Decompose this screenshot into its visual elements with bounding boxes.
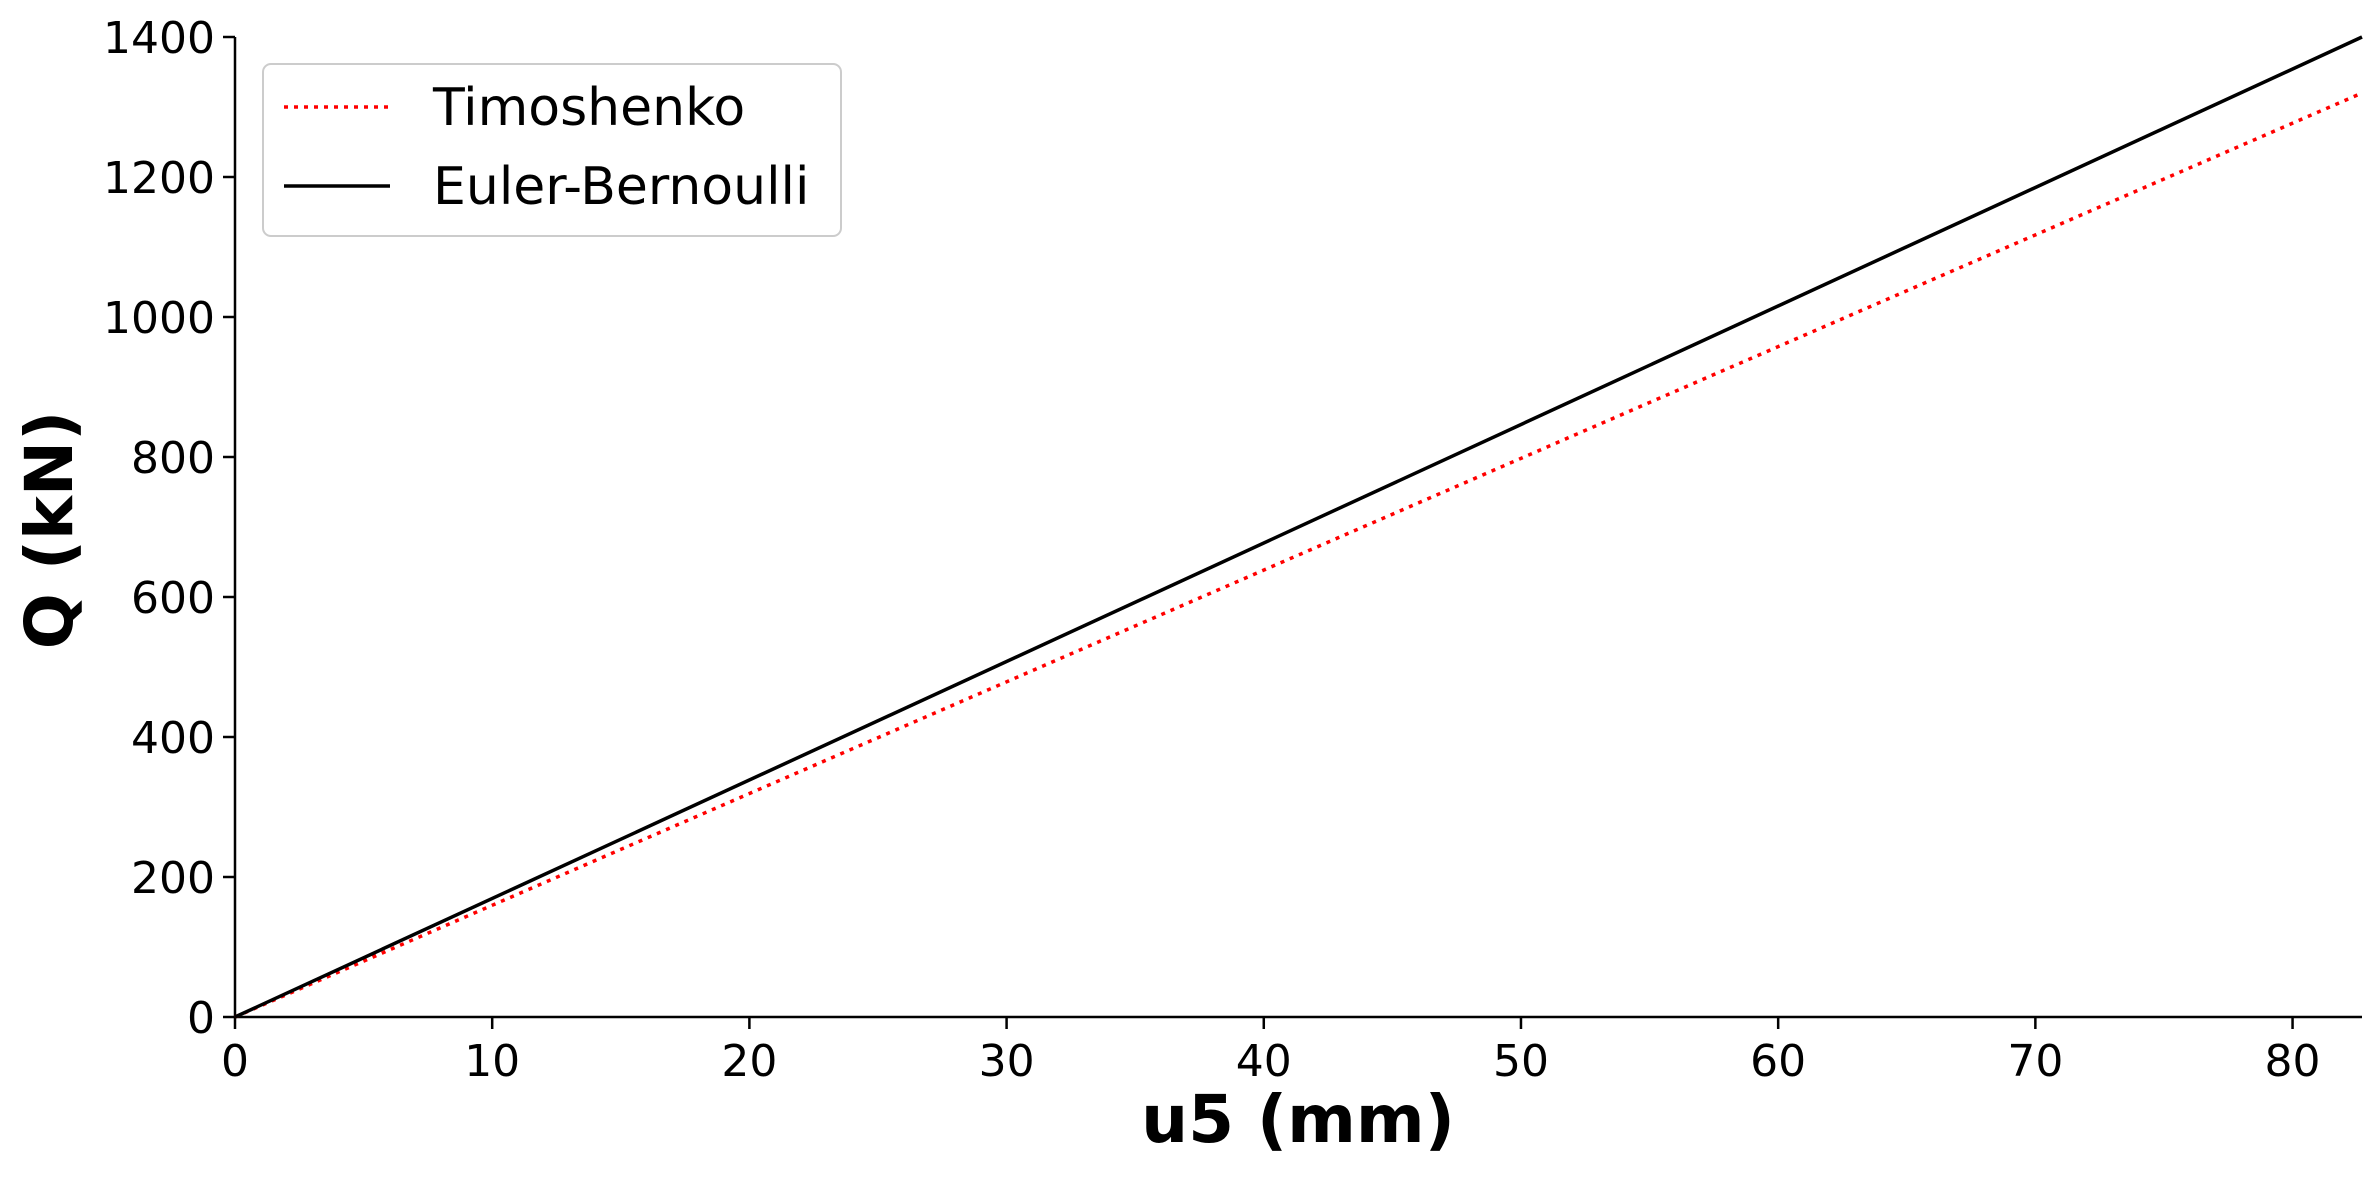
series-layer: [234, 35, 2363, 1019]
x-tick-label: 50: [1493, 1036, 1549, 1087]
x-tick-label: 70: [2007, 1036, 2063, 1087]
y-axis-ticks: 0 200 400 600 800 1000 1200 1400: [103, 13, 235, 1044]
y-tick-label: 200: [131, 853, 215, 904]
x-tick-label: 40: [1236, 1036, 1292, 1087]
y-tick-label: 1400: [103, 13, 215, 64]
y-axis-title: Q (kN): [11, 411, 88, 650]
y-tick-label: 1000: [103, 293, 215, 344]
legend-label-euler-bernoulli: Euler-Bernoulli: [433, 157, 809, 217]
x-axis-title: u5 (mm): [1141, 1081, 1455, 1158]
x-tick-label: 20: [721, 1036, 777, 1087]
x-tick-label: 80: [2265, 1036, 2321, 1087]
x-axis-ticks: 0 10 20 30 40 50 60 70 80: [221, 1017, 2321, 1087]
x-tick-label: 10: [464, 1036, 520, 1087]
y-tick-label: 400: [131, 713, 215, 764]
legend: Timoshenko Euler-Bernoulli: [262, 63, 842, 237]
axes: [233, 37, 2362, 1019]
y-tick-label: 0: [187, 993, 215, 1044]
x-tick-label: 60: [1750, 1036, 1806, 1087]
series-line-timoshenko: [234, 91, 2363, 1019]
series-line-euler-bernoulli: [234, 35, 2363, 1019]
legend-frame: [262, 63, 842, 237]
y-tick-label: 600: [131, 573, 215, 624]
x-tick-label: 30: [979, 1036, 1035, 1087]
y-tick-label: 1200: [103, 153, 215, 204]
y-tick-label: 800: [131, 433, 215, 484]
x-tick-label: 0: [221, 1036, 249, 1087]
legend-label-timoshenko: Timoshenko: [432, 78, 745, 138]
